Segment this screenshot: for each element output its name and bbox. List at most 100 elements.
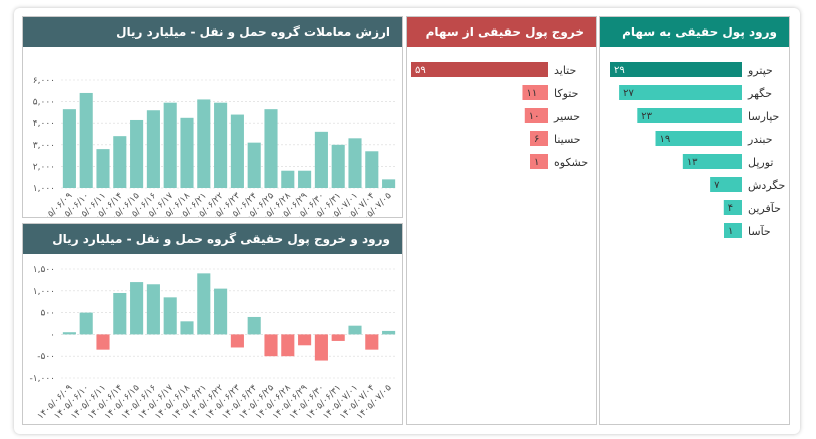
trade-value-chart: ۱,۰۰۰۲,۰۰۰۳,۰۰۰۴,۰۰۰۵,۰۰۰۶,۰۰۰۱۴۰۵/۰۶/۰۹… <box>33 76 397 217</box>
inflow-value: ۴ <box>728 203 733 214</box>
y-tick-label: ۴,۰۰۰ <box>33 119 55 129</box>
inflow-title: ورود پول حقیقی به سهام <box>600 17 789 47</box>
inflow-panel: ورود پول حقیقی به سهام ۲۹ حپترو ۲۷ حگهر ۲۳ حپ… <box>599 16 790 425</box>
inflow-value: ۲۳ <box>641 111 652 122</box>
inflow-value: ۲۹ <box>614 65 625 76</box>
y-tick-label: ۱,۰۰۰ <box>33 184 55 194</box>
trade-value-title: ارزش معاملات گروه حمل و نقل - میلیارد ری… <box>23 17 402 47</box>
y-tick-label: -۵۰۰ <box>37 352 55 362</box>
y-tick-label: ۵,۰۰۰ <box>33 98 55 108</box>
inflow-bar <box>619 85 742 100</box>
inflow-bar <box>710 177 742 192</box>
bar <box>281 334 295 357</box>
inflow-name: حپترو <box>747 64 773 77</box>
net-flow-title: ورود و خروج پول حقیقی گروه حمل و نقل - م… <box>23 224 402 254</box>
y-tick-label: ۳,۰۰۰ <box>33 141 55 151</box>
net-flow-chart: -۱,۰۰۰-۵۰۰۰۵۰۰۱,۰۰۰۱,۵۰۰۱۴۰۵/۰۶/۰۹۱۴۰۵/۰… <box>30 265 397 422</box>
bar <box>214 288 228 335</box>
y-tick-label: ۱,۰۰۰ <box>33 287 55 297</box>
inflow-name: حگردش <box>748 179 785 192</box>
bar <box>382 179 396 188</box>
net-flow-panel: ورود و خروج پول حقیقی گروه حمل و نقل - م… <box>22 223 403 425</box>
outflow-value: ۶ <box>534 134 539 145</box>
bar <box>365 151 379 188</box>
outflow-name: حتاید <box>554 64 576 77</box>
inflow-bar <box>655 131 742 146</box>
inflow-name: تورپل <box>748 156 773 169</box>
inflow-bar-chart: ۲۹ حپترو ۲۷ حگهر ۲۳ حپارسا ۱۹ حبندر ۱۳ تورپل ۷ حگرد… <box>610 62 785 238</box>
inflow-value: ۲۷ <box>623 88 634 99</box>
outflow-bar <box>524 108 548 123</box>
bar <box>298 334 312 346</box>
bar <box>146 284 160 335</box>
bar <box>62 332 76 335</box>
outflow-bar <box>522 85 548 100</box>
y-tick-label: ۰ <box>50 330 55 340</box>
bar <box>163 102 177 188</box>
bar <box>146 110 160 188</box>
outflow-title: خروج پول حقیقی از سهام <box>407 17 596 47</box>
outflow-panel: خروج پول حقیقی از سهام ۵۹ حتاید ۱۱ حتوکا ۱۰ ح… <box>406 16 597 425</box>
inflow-bar <box>724 223 742 238</box>
bar <box>163 297 177 335</box>
outflow-name: حشکوه <box>554 156 588 169</box>
bar <box>298 170 312 188</box>
bar <box>197 273 211 335</box>
bar <box>348 138 362 188</box>
bar <box>96 334 110 350</box>
bar <box>180 117 194 188</box>
bar <box>264 109 278 188</box>
bar <box>314 334 328 361</box>
y-tick-label: ۱,۵۰۰ <box>33 265 55 275</box>
inflow-value: ۱ <box>728 226 733 237</box>
inflow-bar <box>637 108 742 123</box>
bar <box>130 119 144 188</box>
inflow-name: حبندر <box>747 133 773 146</box>
y-tick-label: -۱,۰۰۰ <box>30 374 55 384</box>
inflow-bar <box>682 154 742 169</box>
outflow-name: حسیر <box>553 110 580 123</box>
inflow-value: ۱۹ <box>660 134 671 145</box>
outflow-value: ۱۰ <box>529 111 540 122</box>
bar <box>365 334 379 350</box>
bar <box>247 316 261 335</box>
outflow-bar-chart: ۵۹ حتاید ۱۱ حتوکا ۱۰ حسیر ۶ حسینا ۱ حشکوه <box>411 62 588 169</box>
bar <box>96 149 110 188</box>
inflow-name: حآسا <box>748 224 771 238</box>
bar <box>264 334 278 357</box>
outflow-name: حسینا <box>554 133 581 146</box>
bar <box>331 334 345 341</box>
y-tick-label: ۶,۰۰۰ <box>33 76 55 86</box>
bar <box>79 312 93 335</box>
inflow-value: ۱۳ <box>687 157 698 168</box>
outflow-bar <box>530 154 548 169</box>
trade-value-panel: ارزش معاملات گروه حمل و نقل - میلیارد ری… <box>22 16 403 218</box>
inflow-bar <box>610 62 742 77</box>
inflow-name: حآفرین <box>748 201 781 215</box>
outflow-value: ۱۱ <box>526 88 537 99</box>
y-tick-label: ۵۰۰ <box>40 309 55 319</box>
bar <box>314 131 328 188</box>
bar <box>230 114 244 188</box>
bar <box>113 136 127 188</box>
inflow-bar <box>723 200 742 215</box>
bar <box>180 321 194 335</box>
bar <box>113 292 127 335</box>
bar <box>281 170 295 188</box>
outflow-value: ۵۹ <box>415 65 426 76</box>
inflow-value: ۷ <box>714 180 720 191</box>
bar <box>247 142 261 188</box>
bar <box>62 109 76 188</box>
outflow-value: ۱ <box>534 157 539 168</box>
inflow-name: حگهر <box>747 87 772 100</box>
inflow-name: حپارسا <box>748 110 779 123</box>
bar <box>79 92 93 188</box>
bar <box>130 282 144 335</box>
outflow-name: حتوکا <box>554 87 578 100</box>
outflow-bar <box>411 62 548 77</box>
bar <box>197 99 211 188</box>
bar <box>214 102 228 188</box>
bar <box>348 325 362 335</box>
bar <box>230 334 244 348</box>
bar <box>382 330 396 335</box>
